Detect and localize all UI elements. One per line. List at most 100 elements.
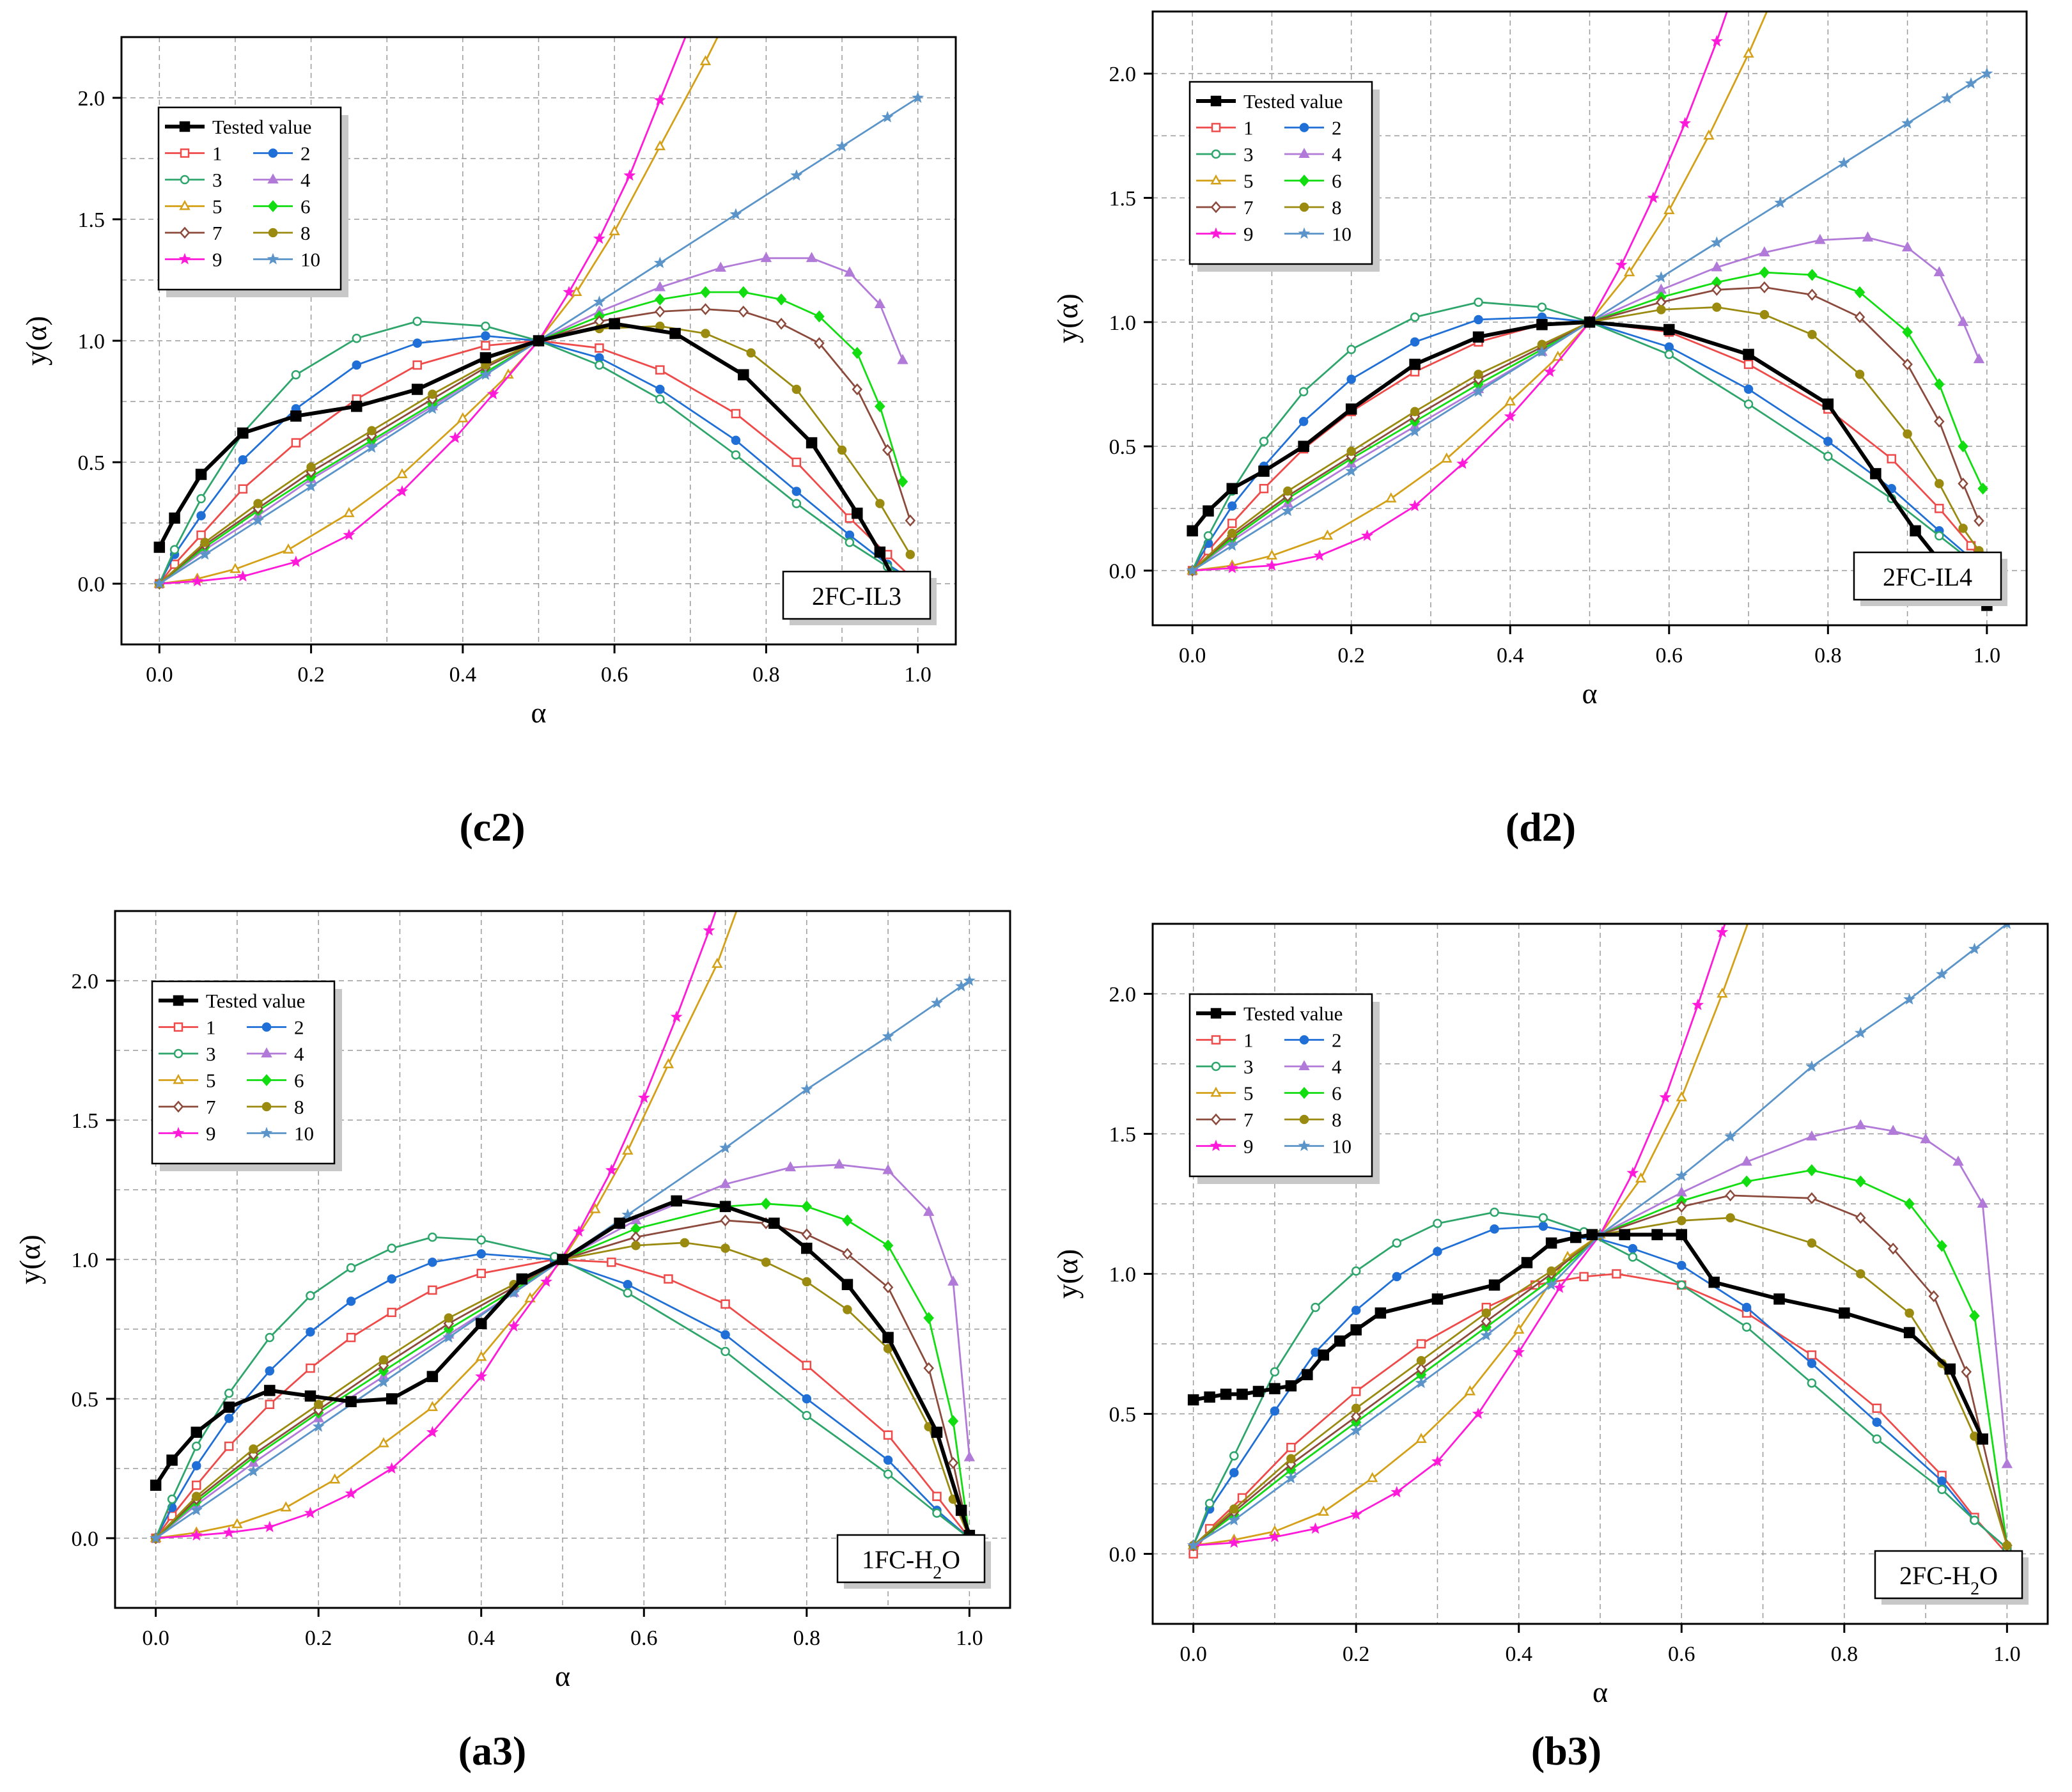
data-point	[1647, 191, 1660, 203]
data-point	[1981, 67, 1993, 79]
data-point	[947, 1456, 959, 1469]
legend-marker	[1298, 1139, 1311, 1151]
data-point	[791, 487, 802, 496]
legend-entry: 3	[1196, 1056, 1254, 1078]
data-point	[701, 329, 710, 338]
data-point	[882, 444, 893, 456]
x-tick-label: 0.6	[1656, 644, 1683, 667]
y-tick-label: 0.5	[1109, 1403, 1137, 1427]
data-point	[2002, 1541, 2012, 1550]
data-point	[1961, 1366, 1972, 1378]
data-point	[947, 1275, 959, 1286]
series-line	[1192, 924, 2008, 1547]
legend-label: 3	[1243, 1056, 1254, 1078]
data-point	[655, 293, 666, 306]
data-point	[351, 400, 362, 412]
data-point	[533, 335, 545, 347]
sample-label: 2FC-IL4	[1883, 563, 1972, 591]
data-point	[791, 457, 802, 467]
data-point	[1318, 1506, 1329, 1516]
data-point	[1227, 518, 1237, 528]
data-point	[1318, 1349, 1330, 1361]
data-point	[729, 208, 742, 220]
legend-label: 4	[300, 169, 311, 191]
data-point	[1887, 454, 1896, 464]
data-point	[1759, 309, 1770, 320]
data-point	[377, 1375, 390, 1387]
data-point	[343, 529, 355, 541]
legend-marker	[1211, 123, 1221, 132]
data-point	[1935, 504, 1944, 513]
data-point	[238, 484, 248, 494]
legend-label: 2	[294, 1017, 304, 1039]
data-point	[387, 1243, 396, 1253]
data-point	[653, 93, 666, 105]
data-point	[412, 338, 422, 348]
legend-label: 10	[294, 1123, 314, 1145]
x-tick-label: 0.2	[297, 663, 325, 687]
data-point	[481, 321, 490, 331]
series-line	[1192, 1169, 2008, 1547]
x-tick-label: 0.0	[1180, 1642, 1207, 1666]
legend-label: 6	[1332, 170, 1342, 192]
data-point	[476, 1235, 486, 1245]
data-point	[1203, 505, 1214, 517]
data-point	[476, 1268, 486, 1279]
data-point	[343, 507, 355, 517]
data-point	[719, 1201, 731, 1212]
data-point	[1920, 1133, 1931, 1144]
series-line	[155, 1164, 970, 1539]
data-point	[1807, 1378, 1817, 1388]
data-point	[1651, 1229, 1663, 1240]
data-point	[1814, 233, 1826, 244]
data-point	[346, 1332, 356, 1343]
data-point	[775, 318, 787, 330]
data-point	[1743, 384, 1754, 394]
series-line	[1192, 1217, 2008, 1547]
series-6	[154, 286, 908, 590]
data-point	[306, 1327, 315, 1337]
data-point	[1823, 437, 1833, 446]
data-point	[1392, 1272, 1402, 1282]
legend-entry: 5	[159, 1070, 216, 1092]
x-tick-label: 0.6	[630, 1626, 658, 1650]
x-tick-label: 0.4	[449, 663, 477, 687]
legend-entry: 7	[1196, 196, 1254, 219]
legend-entry: 6	[1284, 170, 1342, 192]
data-point	[1664, 350, 1674, 359]
data-point	[746, 348, 756, 358]
data-point	[882, 1030, 894, 1042]
data-point	[1712, 302, 1722, 312]
data-point	[791, 499, 802, 508]
data-point	[1635, 1172, 1647, 1183]
data-point	[1375, 1307, 1387, 1319]
data-point	[312, 1420, 325, 1432]
data-point	[1311, 1302, 1320, 1313]
series-9	[150, 911, 717, 1544]
data-point	[1903, 993, 1916, 1005]
legend-marker	[267, 200, 279, 212]
x-tick-label: 0.8	[1831, 1642, 1858, 1666]
series-line	[159, 335, 919, 585]
data-point	[1901, 241, 1913, 252]
data-point	[1806, 1130, 1818, 1141]
data-point	[1268, 1531, 1281, 1543]
data-point	[1725, 1213, 1735, 1223]
data-point	[963, 1451, 976, 1461]
data-point	[196, 530, 206, 540]
y-axis-title: y(α)	[1051, 293, 1084, 343]
data-point	[852, 508, 863, 519]
data-point	[305, 480, 318, 492]
data-point	[715, 261, 726, 272]
legend-marker	[268, 228, 278, 238]
data-point	[1710, 35, 1723, 47]
legend-marker	[1298, 1060, 1310, 1071]
legend-entry: 1	[1196, 1029, 1254, 1052]
data-point	[1584, 316, 1596, 328]
data-point	[291, 438, 301, 448]
data-point	[712, 958, 723, 968]
legend-entry: 3	[165, 169, 222, 191]
legend-entry: 6	[247, 1070, 304, 1092]
data-point	[670, 1010, 683, 1022]
data-point	[1187, 525, 1198, 537]
